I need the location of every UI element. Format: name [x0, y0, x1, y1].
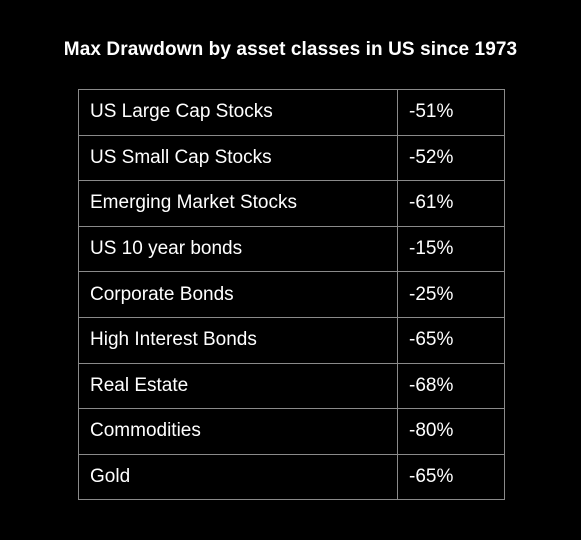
table-row: Real Estate -68%	[78, 362, 505, 410]
asset-class-cell: Emerging Market Stocks	[78, 180, 398, 227]
drawdown-table: US Large Cap Stocks -51% US Small Cap Stoc…	[78, 89, 505, 501]
table-row: US 10 year bonds -15%	[78, 225, 505, 273]
max-drawdown-cell: -61%	[397, 180, 505, 227]
asset-class-cell: High Interest Bonds	[78, 316, 398, 364]
table-row: US Large Cap Stocks -51%	[78, 89, 505, 136]
asset-class-cell: Real Estate	[78, 362, 398, 410]
max-drawdown-cell: -25%	[397, 271, 505, 318]
asset-class-cell: US Large Cap Stocks	[78, 89, 398, 136]
max-drawdown-cell: -15%	[397, 225, 505, 273]
max-drawdown-cell: -52%	[397, 134, 505, 182]
asset-class-cell: US Small Cap Stocks	[78, 134, 398, 182]
max-drawdown-cell: -51%	[397, 89, 505, 136]
drawdown-table-body: US Large Cap Stocks -51% US Small Cap Stoc…	[78, 89, 505, 501]
table-row: Corporate Bonds -25%	[78, 271, 505, 318]
asset-class-cell: US 10 year bonds	[78, 225, 398, 273]
table-row: Emerging Market Stocks -61%	[78, 180, 505, 227]
table-row: High Interest Bonds -65%	[78, 316, 505, 364]
table-row: US Small Cap Stocks -52%	[78, 134, 505, 182]
table-row: Commodities -80%	[78, 408, 505, 455]
asset-class-cell: Commodities	[78, 408, 398, 455]
max-drawdown-cell: -65%	[397, 316, 505, 364]
max-drawdown-cell: -68%	[397, 362, 505, 410]
asset-class-cell: Corporate Bonds	[78, 271, 398, 318]
asset-class-cell: Gold	[78, 453, 398, 501]
chart-title: Max Drawdown by asset classes in US sinc…	[63, 39, 518, 60]
max-drawdown-cell: -80%	[397, 408, 505, 455]
max-drawdown-cell: -65%	[397, 453, 505, 501]
table-row: Gold -65%	[78, 453, 505, 501]
